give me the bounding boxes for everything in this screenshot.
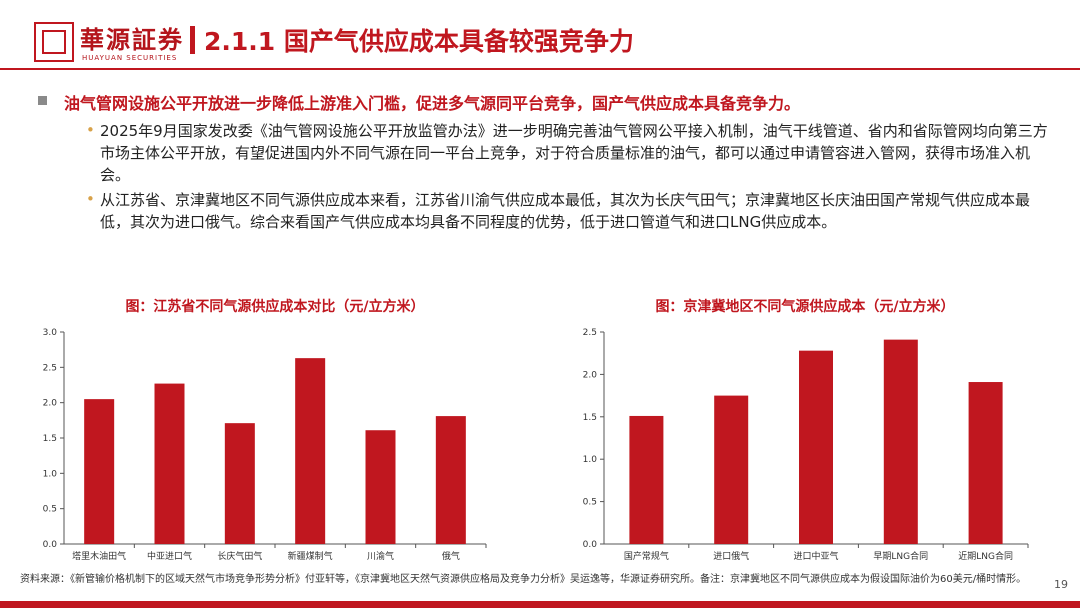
- y-tick-label: 3.0: [43, 328, 58, 338]
- x-tick-label: 国产常规气: [624, 550, 669, 562]
- bullet-paragraph-1: 2025年9月国家发改委《油气管网设施公平开放监管办法》进一步明确完善油气管网公…: [100, 122, 1048, 184]
- bar: [968, 382, 1003, 544]
- y-tick-label: 1.0: [583, 455, 598, 465]
- bar: [84, 399, 115, 544]
- bar: [799, 350, 833, 544]
- x-tick-label: 川渝气: [367, 550, 394, 562]
- bar: [154, 383, 185, 544]
- y-tick-label: 2.0: [583, 370, 598, 380]
- logo-text-cn: 華源証券: [80, 25, 184, 54]
- y-tick-label: 2.5: [583, 328, 597, 338]
- footer-bar: [0, 601, 1080, 608]
- page-title: 2.1.1 国产气供应成本具备较强竞争力: [204, 27, 634, 56]
- bar: [295, 358, 326, 544]
- x-tick-label: 进口中亚气: [793, 550, 838, 562]
- y-tick-label: 1.5: [583, 413, 597, 423]
- chart-jingjinji: 0.0 0.5 1.0 1.5 2.0 2.5 国产常规气 进口俄气 进口中亚气 早期LNG合同 近…: [583, 328, 1029, 562]
- bar: [365, 430, 396, 544]
- logo-mark-icon: [34, 22, 74, 62]
- bar: [629, 415, 664, 544]
- x-tick-label: 塔里木油田气: [72, 550, 126, 562]
- y-tick-label: 1.0: [43, 469, 58, 479]
- header-divider: [0, 68, 1080, 70]
- y-tick-label: 0.5: [583, 498, 597, 508]
- bar: [883, 339, 918, 544]
- x-tick-label: 俄气: [442, 550, 460, 562]
- x-tick-label: 早期LNG合同: [873, 550, 928, 562]
- bar: [435, 416, 466, 544]
- x-tick-label: 近期LNG合同: [958, 550, 1013, 562]
- y-tick-label: 0.0: [583, 540, 598, 550]
- title-accent-bar: [190, 26, 195, 54]
- y-tick-label: 1.5: [43, 434, 57, 444]
- lead-square-icon: [38, 96, 47, 105]
- x-tick-label: 进口俄气: [713, 550, 749, 562]
- y-tick-label: 0.0: [43, 540, 58, 550]
- bullet-paragraph-2: 从江苏省、京津冀地区不同气源供应成本来看，江苏省川渝气供应成本最低，其次为长庆气…: [100, 191, 1031, 231]
- x-tick-label: 新疆煤制气: [288, 550, 333, 562]
- y-tick-label: 0.5: [43, 505, 57, 515]
- chart-title-jiangsu: 图：江苏省不同气源供应成本对比（元/立方米）: [125, 299, 425, 315]
- y-tick-label: 2.0: [43, 399, 58, 409]
- page-number: 19: [1054, 578, 1068, 591]
- bullet-dot-icon: •: [86, 121, 95, 139]
- x-tick-label: 中亚进口气: [147, 550, 192, 562]
- bullet-dot-icon: •: [86, 190, 95, 208]
- y-tick-label: 2.5: [43, 363, 57, 373]
- x-tick-label: 长庆气田气: [217, 550, 262, 562]
- chart-jiangsu: 0.0 0.5 1.0 1.5 2.0 2.5 3.0 塔里木油田气 中亚进口气 长庆气田气 新疆煤…: [43, 328, 487, 562]
- bar: [714, 395, 749, 544]
- source-footnote: 资料来源：《新管输价格机制下的区域天然气市场竞争形势分析》付亚轩等，《京津冀地区…: [20, 574, 1027, 585]
- lead-statement: 油气管网设施公平开放进一步降低上游准入门槛，促进多气源同平台竞争，国产气供应成本…: [64, 94, 801, 113]
- logo-text-en: HUAYUAN SECURITIES: [82, 54, 178, 62]
- bar: [224, 423, 255, 544]
- chart-title-jingjinji: 图：京津冀地区不同气源供应成本（元/立方米）: [655, 299, 955, 315]
